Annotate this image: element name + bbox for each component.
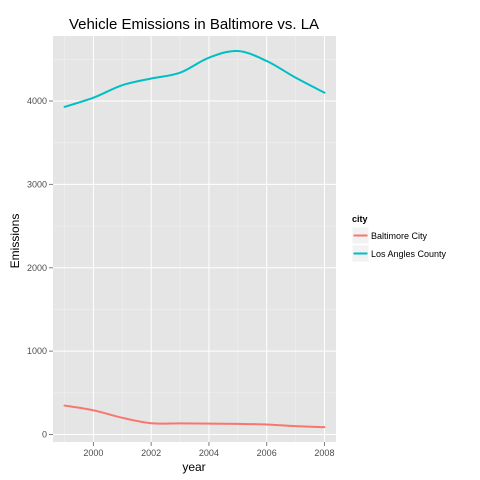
- x-tick-label: 2002: [141, 448, 161, 458]
- y-tick-label: 2000: [27, 263, 47, 273]
- chart-title: Vehicle Emissions in Baltimore vs. LA: [69, 16, 319, 33]
- plot-panel: [53, 36, 336, 442]
- y-axis-title: Emissions: [8, 214, 22, 269]
- y-tick-label: 4000: [27, 96, 47, 106]
- legend-title: city: [352, 214, 368, 224]
- x-tick-label: 2006: [257, 448, 277, 458]
- legend-label-baltimore-city: Baltimore City: [371, 231, 428, 241]
- x-tick-label: 2004: [199, 448, 219, 458]
- series-lines: [63, 49, 326, 429]
- x-axis-ticks: 2000 2002 2004 2006 2008: [83, 442, 334, 458]
- x-axis-title: year: [182, 460, 205, 474]
- grid-lines: [53, 36, 336, 442]
- series-line-los-angles-county: [63, 49, 326, 108]
- series-line-baltimore-city: [63, 404, 326, 429]
- legend-label-los-angles-county: Los Angles County: [371, 249, 447, 259]
- y-tick-label: 3000: [27, 179, 47, 189]
- x-tick-label: 2000: [83, 448, 103, 458]
- legend: city Baltimore City Los Angles County: [351, 214, 447, 263]
- y-tick-label: 0: [42, 429, 47, 439]
- y-tick-label: 1000: [27, 346, 47, 356]
- x-tick-label: 2008: [314, 448, 334, 458]
- y-axis-ticks: 0 1000 2000 3000 4000: [27, 96, 53, 439]
